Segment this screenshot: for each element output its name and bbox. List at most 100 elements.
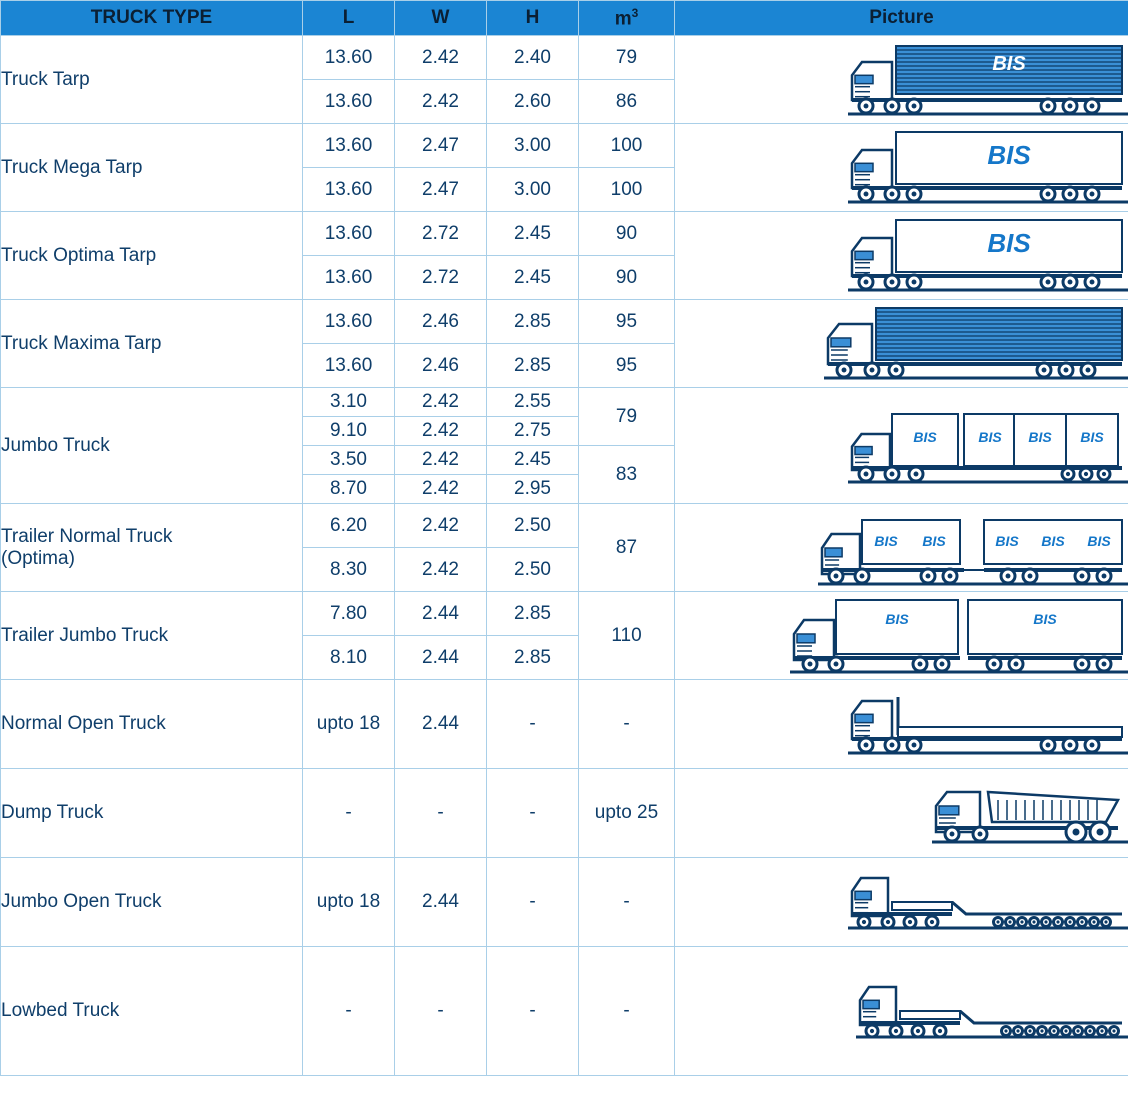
- wheel-hub-icon: [911, 191, 917, 196]
- header-volume-exponent: 3: [631, 5, 639, 20]
- wheel-hub-icon: [1063, 367, 1069, 372]
- width-cell: 2.42: [394, 503, 487, 548]
- wheel-hub-icon: [889, 191, 895, 196]
- length-cell: 8.70: [302, 474, 395, 504]
- wheel-hub-icon: [1028, 1029, 1032, 1033]
- table-row: 13.60 2.42 2.60 86: [1, 79, 1128, 124]
- trailer-box-icon: [895, 130, 1123, 185]
- optima-tarp-truck-icon: BIS: [848, 218, 1128, 291]
- length-cell: -: [302, 768, 395, 858]
- height-cell: -: [486, 857, 579, 947]
- wheel-hub-icon: [1101, 661, 1107, 666]
- width-cell: 2.44: [394, 857, 487, 947]
- picture-cell: BIS: [674, 123, 1128, 212]
- bis-logo: BIS: [1087, 533, 1111, 549]
- header-volume: m3: [578, 0, 675, 36]
- wheel-hub-icon: [1083, 471, 1089, 476]
- height-cell: 2.85: [486, 635, 579, 680]
- bis-logo: BIS: [995, 533, 1019, 549]
- table-row: 13.60 2.72 2.45 90: [1, 255, 1128, 300]
- wheel-hub-icon: [996, 920, 1000, 924]
- wheel-hub-icon: [863, 191, 869, 196]
- wheel-hub-icon: [1089, 103, 1095, 108]
- wheel-hub-icon: [915, 1028, 921, 1034]
- wheel-hub-icon: [869, 367, 875, 372]
- dump-truck-icon: [932, 790, 1128, 844]
- bis-logo: BIS: [913, 429, 937, 445]
- header-picture: Picture: [674, 0, 1128, 36]
- wheel-hub-icon: [1027, 573, 1033, 578]
- table-row: Lowbed Truck - - - -: [0, 946, 1128, 1076]
- length-cell: 7.80: [302, 591, 395, 636]
- height-cell: 2.45: [486, 255, 579, 300]
- length-cell: upto 18: [302, 679, 395, 769]
- jumbo-open-truck-icon: [848, 876, 1128, 930]
- cab-window-icon: [854, 162, 874, 172]
- wheel-hub-icon: [1104, 920, 1108, 924]
- gooseneck-deck-icon: [899, 1010, 961, 1020]
- height-cell: 2.60: [486, 79, 579, 124]
- wheel-hub-icon: [1052, 1029, 1056, 1033]
- length-cell: 3.10: [302, 387, 395, 417]
- table-row: Truck Mega Tarp 13.60 2.47 3.00 100 BIS: [0, 123, 1128, 212]
- wheel-hub-icon: [1096, 828, 1104, 836]
- wheel-hub-icon: [1088, 1029, 1092, 1033]
- header-width: W: [394, 0, 487, 36]
- width-cell: 2.72: [394, 211, 487, 256]
- wheel-hub-icon: [861, 919, 867, 925]
- wheel-hub-icon: [807, 661, 813, 666]
- wheel-hub-icon: [925, 573, 931, 578]
- wheel-hub-icon: [863, 279, 869, 284]
- wheel-hub-icon: [1065, 471, 1071, 476]
- truck-type-cell: Jumbo Open Truck: [0, 857, 303, 947]
- wheel-hub-icon: [859, 573, 865, 578]
- wheel-hub-icon: [1020, 920, 1024, 924]
- wheel-hub-icon: [907, 919, 913, 925]
- header-truck-type: TRUCK TYPE: [0, 0, 303, 36]
- header-length: L: [302, 0, 395, 36]
- height-cell: 2.45: [486, 211, 579, 256]
- bis-logo: BIS: [978, 429, 1002, 445]
- trailer-box-icon: [1013, 412, 1067, 467]
- picture-cell: BIS BIS: [674, 591, 1128, 680]
- wheel-hub-icon: [911, 742, 917, 748]
- wheel-hub-icon: [863, 471, 869, 476]
- lowbed-deck-line: [951, 900, 1122, 916]
- truck-type-cell: Trailer Jumbo Truck: [0, 591, 303, 680]
- length-cell: 8.10: [302, 635, 395, 680]
- wheel-hub-icon: [1072, 828, 1080, 836]
- height-cell: 2.45: [486, 445, 579, 475]
- width-cell: 2.47: [394, 167, 487, 212]
- wheel-hub-icon: [1032, 920, 1036, 924]
- width-cell: 2.42: [394, 474, 487, 504]
- bis-logo: BIS: [885, 611, 909, 627]
- volume-cell: 87: [578, 503, 675, 592]
- wheel-hub-icon: [947, 573, 953, 578]
- picture-cell: BIS: [674, 211, 1128, 300]
- height-cell: 2.55: [486, 387, 579, 417]
- picture-cell: [674, 679, 1128, 769]
- volume-cell: 86: [578, 79, 675, 124]
- height-cell: 3.00: [486, 123, 579, 168]
- length-cell: 13.60: [302, 211, 395, 256]
- wheel-hub-icon: [949, 831, 955, 837]
- volume-cell: upto 25: [578, 768, 675, 858]
- trailer-box-icon: [875, 306, 1123, 361]
- wheel-hub-icon: [1067, 103, 1073, 108]
- width-cell: 2.44: [394, 679, 487, 769]
- wheel-hub-icon: [1056, 920, 1060, 924]
- table-row: Jumbo Truck 3.10 2.42 2.55 79 BIS BIS BIS B…: [0, 387, 1128, 504]
- trailer-box-icon: [963, 412, 1017, 467]
- width-cell: -: [394, 768, 487, 858]
- truck-type-cell: Jumbo Truck: [0, 387, 303, 504]
- truck-type-cell: Lowbed Truck: [0, 946, 303, 1076]
- bis-logo: BIS: [992, 53, 1026, 75]
- wheel-hub-icon: [1079, 661, 1085, 666]
- length-cell: 8.30: [302, 547, 395, 592]
- cab-window-icon: [796, 632, 816, 644]
- wheel-hub-icon: [939, 661, 945, 666]
- truck-type-line: (Optima): [1, 547, 75, 569]
- bis-logo: BIS: [874, 533, 898, 549]
- flatbed-deck-icon: [897, 726, 1123, 738]
